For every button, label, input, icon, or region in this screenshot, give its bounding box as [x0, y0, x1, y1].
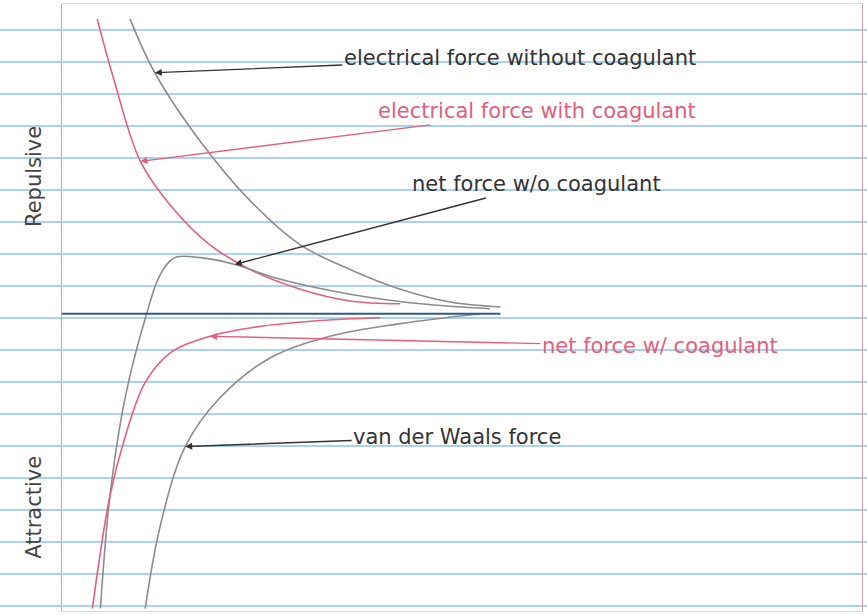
svg-text:electrical force with coagulan: electrical force with coagulant	[378, 99, 696, 123]
svg-text:electrical force without coagu: electrical force without coagulant	[344, 46, 696, 70]
svg-text:net force w/ coagulant: net force w/ coagulant	[542, 334, 778, 358]
svg-text:van der Waals force: van der Waals force	[353, 425, 561, 449]
svg-text:Repulsive: Repulsive	[22, 126, 46, 227]
svg-text:Attractive: Attractive	[22, 456, 46, 559]
svg-text:net force w/o coagulant: net force w/o coagulant	[412, 172, 661, 196]
